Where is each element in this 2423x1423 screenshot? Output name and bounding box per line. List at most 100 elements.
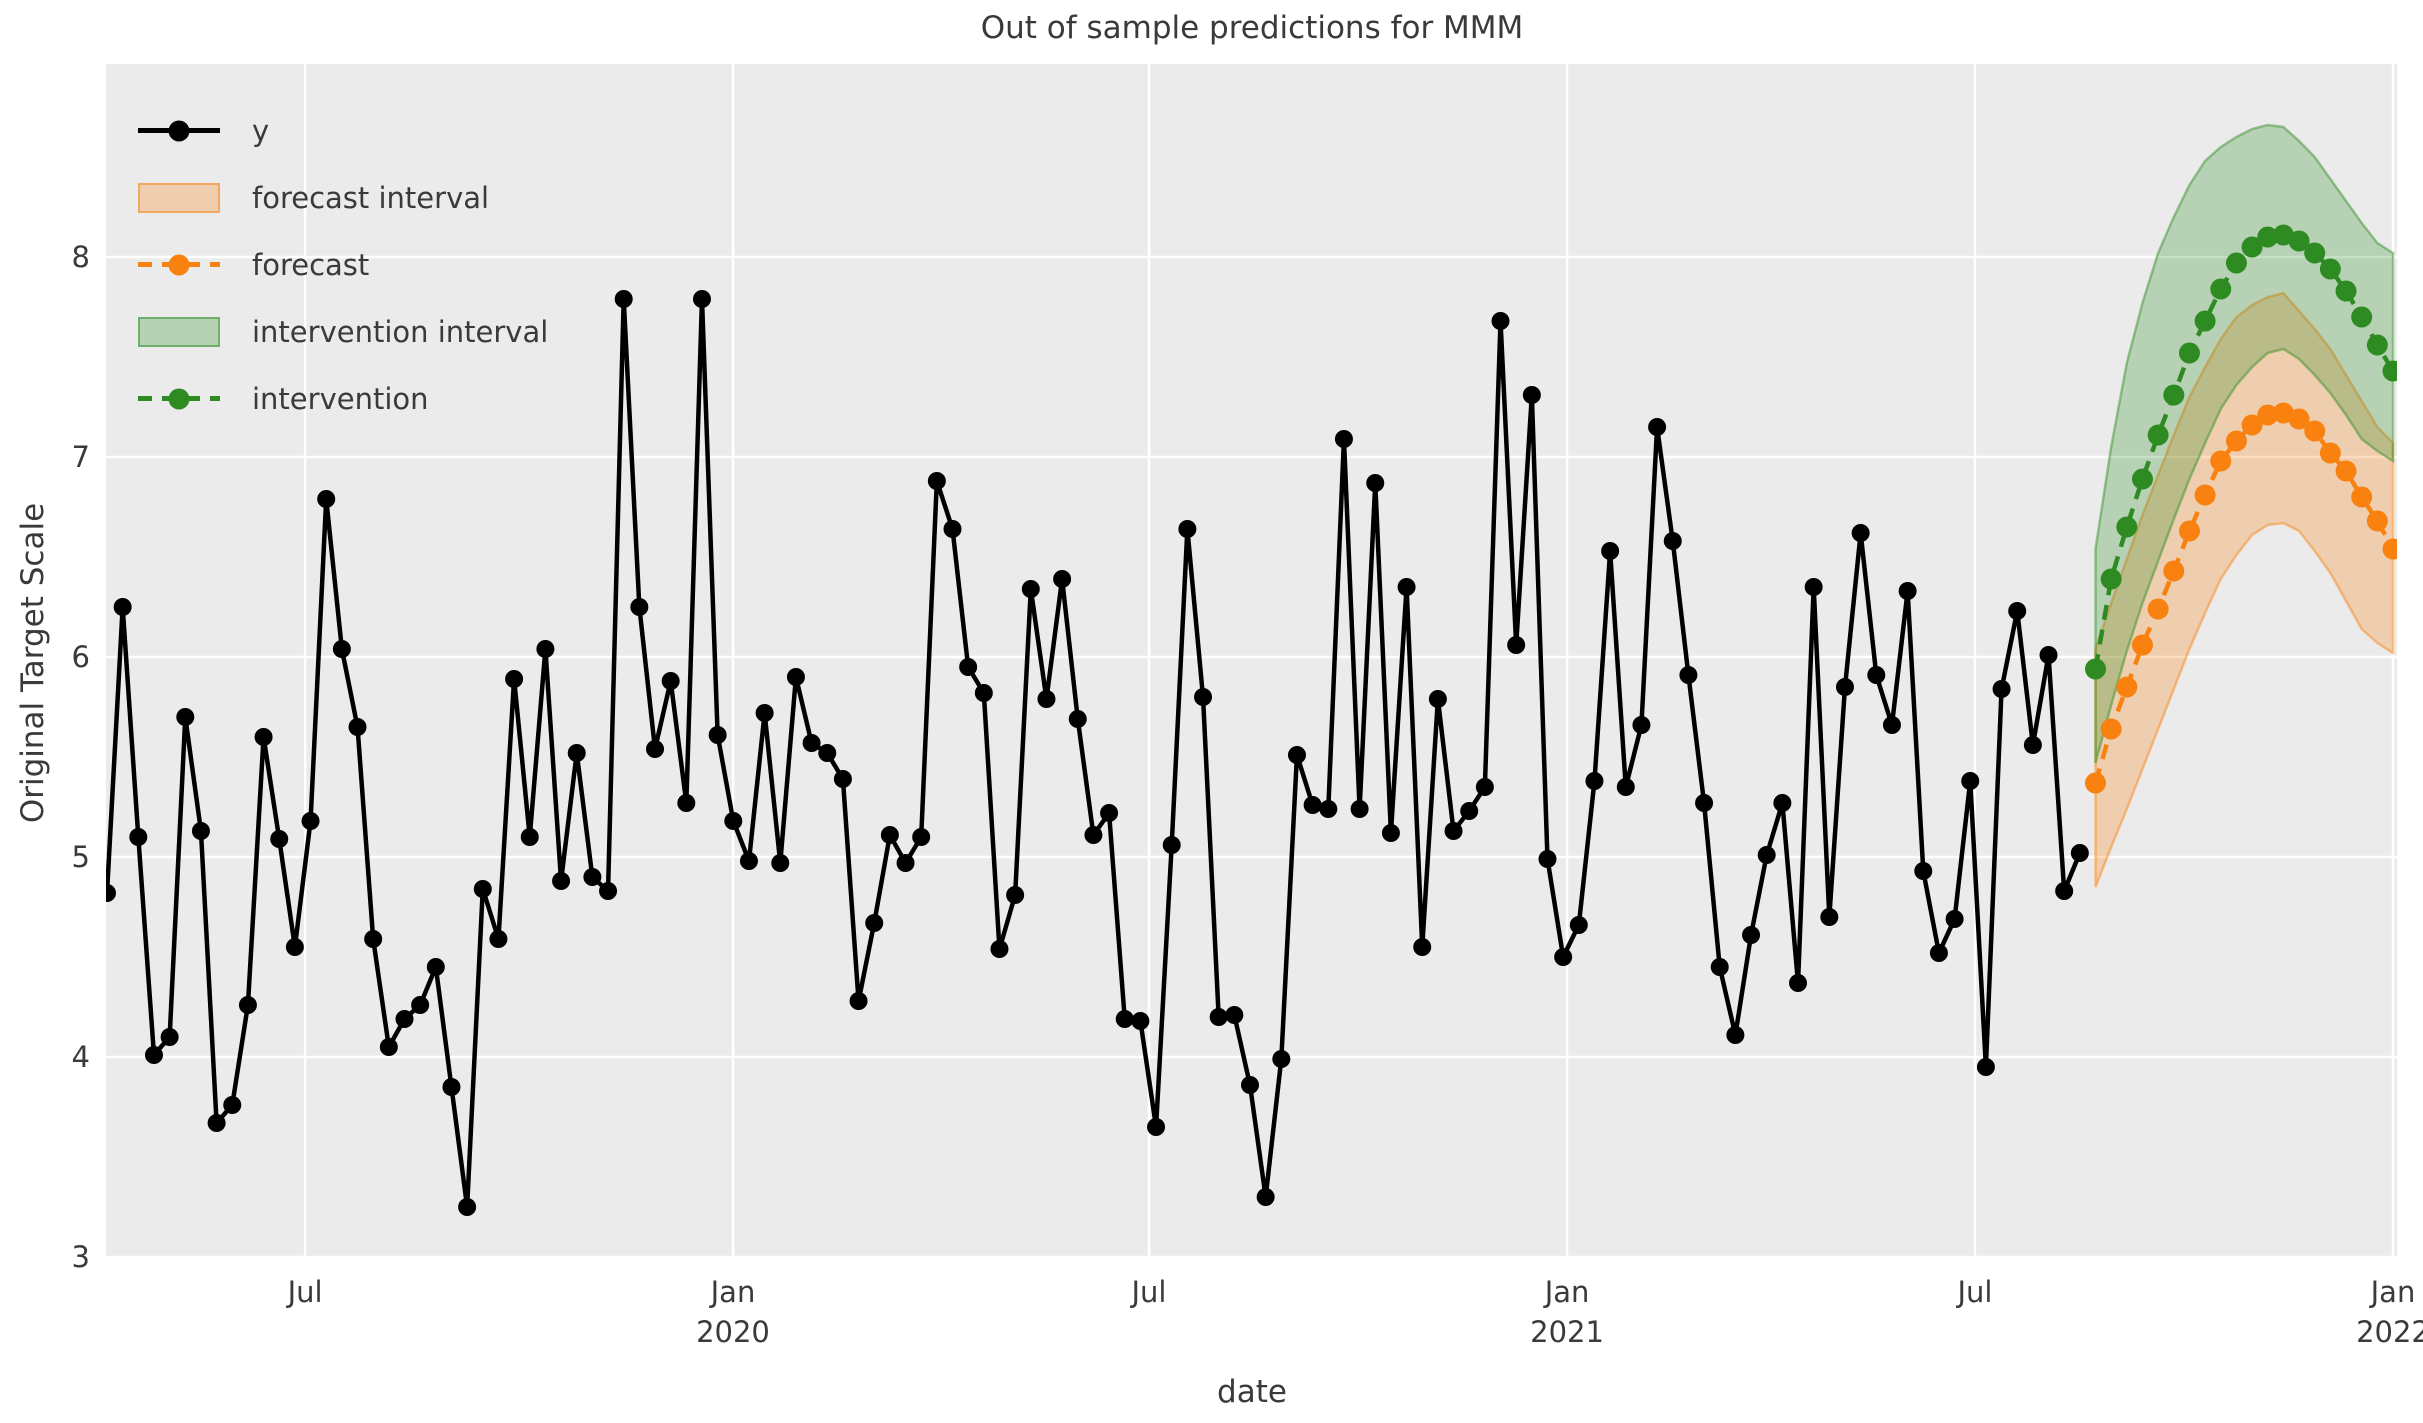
y-series-marker — [2023, 736, 2042, 754]
y-series-marker — [1522, 386, 1541, 404]
legend-dashed-swatch — [138, 248, 220, 282]
y-series-marker — [599, 882, 618, 900]
forecast-marker — [2335, 460, 2357, 482]
forecast-marker — [2257, 404, 2279, 426]
forecast-marker — [2147, 598, 2169, 620]
y-series-marker — [1334, 430, 1353, 448]
y-series-marker — [379, 1038, 398, 1056]
y-series-marker — [1021, 580, 1040, 598]
y-series-marker — [348, 718, 367, 736]
y-tick-label: 3 — [72, 1240, 90, 1274]
y-series-marker — [1663, 532, 1682, 550]
x-tick-label: Jan — [709, 1275, 756, 1309]
intervention-marker — [2085, 658, 2107, 680]
y-series-marker — [1131, 1012, 1150, 1030]
y-series-marker — [865, 914, 884, 932]
y-series-marker — [113, 598, 132, 616]
y-series-marker — [1303, 796, 1322, 814]
y-series-marker — [1898, 582, 1917, 600]
y-series-marker — [1084, 826, 1103, 844]
y-series-marker — [426, 958, 445, 976]
forecast-marker — [2304, 420, 2326, 442]
forecast-marker — [2319, 442, 2341, 464]
y-series-marker — [1100, 804, 1119, 822]
legend-patch-swatch — [138, 181, 220, 215]
y-series-marker — [1695, 794, 1714, 812]
y-series-marker — [1742, 926, 1761, 944]
y-series-marker — [739, 852, 758, 870]
y-series-marker — [1867, 666, 1886, 684]
y-series-marker — [1554, 948, 1573, 966]
y-series-marker — [332, 640, 351, 658]
y-series-marker — [1507, 636, 1526, 654]
y-series-marker — [1961, 772, 1980, 790]
x-tick-year-label: 2021 — [1530, 1315, 1604, 1349]
y-series-marker — [1992, 680, 2011, 698]
y-series-marker — [896, 854, 915, 872]
y-series-marker — [2039, 646, 2058, 664]
y-series-marker — [1835, 678, 1854, 696]
plot-panel — [106, 64, 2397, 1258]
y-series-marker — [974, 684, 993, 702]
y-series-marker — [1491, 312, 1510, 330]
legend-item-intervention: intervention — [138, 365, 548, 432]
y-series-marker — [144, 1046, 163, 1064]
y-series-marker — [1789, 974, 1808, 992]
y-series-marker — [802, 734, 821, 752]
intervention-marker — [2178, 342, 2200, 364]
forecast-marker — [2100, 718, 2122, 740]
y-series-marker — [927, 472, 946, 490]
y-tick-label: 5 — [72, 840, 90, 874]
x-tick-label: Jul — [1955, 1275, 1992, 1309]
y-series-marker — [818, 744, 837, 762]
legend-label: forecast interval — [252, 180, 490, 215]
legend-item-forecast-interval: forecast interval — [138, 164, 548, 231]
intervention-marker — [2147, 424, 2169, 446]
y-series-marker — [1162, 836, 1181, 854]
y-series-marker — [1945, 910, 1964, 928]
intervention-marker — [2382, 360, 2397, 382]
legend-item-forecast: forecast — [138, 231, 548, 298]
y-series-marker — [2055, 882, 2074, 900]
y-tick-label: 7 — [72, 440, 90, 474]
y-series-marker — [1006, 886, 1025, 904]
y-series-marker — [489, 930, 508, 948]
y-series-marker — [207, 1114, 226, 1132]
y-series-marker — [692, 290, 711, 308]
forecast-interval-band — [2094, 291, 2395, 888]
y-series-marker — [364, 930, 383, 948]
y-series-marker — [786, 668, 805, 686]
forecast-marker — [2163, 560, 2185, 582]
legend: y forecast interval forecast intervention i… — [138, 97, 548, 432]
y-series-marker — [473, 880, 492, 898]
y-series-marker — [943, 520, 962, 538]
forecast-marker — [2351, 486, 2373, 508]
legend-dashed-swatch — [138, 382, 220, 416]
y-series-marker — [254, 728, 273, 746]
chart-title: Out of sample predictions for MMM — [980, 10, 1524, 46]
y-series-marker — [2070, 844, 2089, 862]
y-series-marker — [458, 1198, 477, 1216]
forecast-marker — [2116, 676, 2138, 698]
y-series-marker — [567, 744, 586, 762]
y-series-marker — [755, 704, 774, 722]
y-series-marker — [1444, 822, 1463, 840]
intervention-marker — [2351, 306, 2373, 328]
y-series-marker — [1194, 688, 1213, 706]
forecast-marker — [2194, 484, 2216, 506]
y-series-marker — [1976, 1058, 1995, 1076]
y-series-marker — [176, 708, 195, 726]
intervention-marker — [2257, 226, 2279, 248]
y-series-marker — [614, 290, 633, 308]
y-series-marker — [1710, 958, 1729, 976]
y-series-marker — [1851, 524, 1870, 542]
y-series-marker — [160, 1028, 179, 1046]
y-series-marker — [442, 1078, 461, 1096]
x-tick-year-label: 2020 — [696, 1315, 770, 1349]
x-tick-label: Jul — [1130, 1275, 1167, 1309]
y-series-marker — [990, 940, 1009, 958]
y-series-marker — [1538, 850, 1557, 868]
y-series-marker — [1287, 746, 1306, 764]
intervention-marker — [2116, 516, 2138, 538]
intervention-marker — [2366, 334, 2388, 356]
